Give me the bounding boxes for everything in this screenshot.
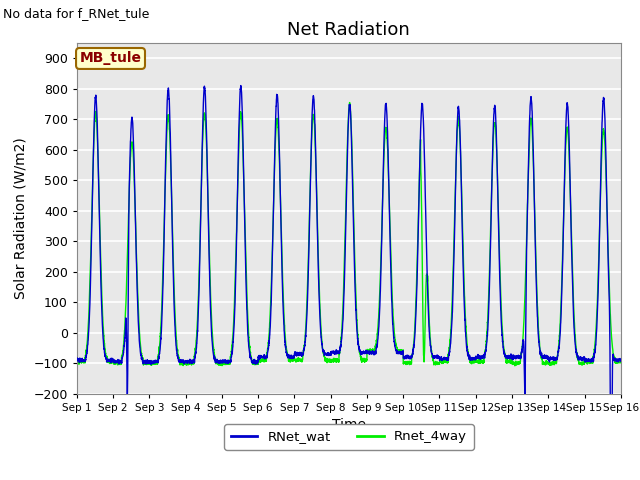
RNet_wat xyxy=(329,349,337,355)
Rnet_4way xyxy=(511,363,518,369)
RNet_wat xyxy=(617,357,625,363)
Rnet_4way xyxy=(616,360,624,366)
Rnet_4way xyxy=(328,357,336,363)
Title: Net Radiation: Net Radiation xyxy=(287,21,410,39)
Text: No data for f_RNet_tule: No data for f_RNet_tule xyxy=(3,7,150,20)
Rnet_4way xyxy=(346,100,353,106)
RNet_wat xyxy=(471,356,479,361)
Rnet_4way xyxy=(471,357,479,363)
RNet_wat xyxy=(441,355,449,360)
RNet_wat xyxy=(171,313,179,319)
Line: Rnet_4way: Rnet_4way xyxy=(77,103,621,366)
Y-axis label: Solar Radiation (W/m2): Solar Radiation (W/m2) xyxy=(14,138,28,299)
RNet_wat xyxy=(73,356,81,361)
Rnet_4way xyxy=(441,358,449,363)
Rnet_4way xyxy=(171,300,179,306)
Rnet_4way xyxy=(73,358,81,364)
Text: MB_tule: MB_tule xyxy=(79,51,141,65)
Line: RNet_wat: RNet_wat xyxy=(77,85,621,480)
Legend: RNet_wat, Rnet_4way: RNet_wat, Rnet_4way xyxy=(224,424,474,450)
Rnet_4way xyxy=(502,356,509,361)
RNet_wat xyxy=(502,354,509,360)
RNet_wat xyxy=(616,358,624,363)
Rnet_4way xyxy=(617,358,625,364)
RNet_wat xyxy=(237,83,244,88)
X-axis label: Time: Time xyxy=(332,418,366,432)
